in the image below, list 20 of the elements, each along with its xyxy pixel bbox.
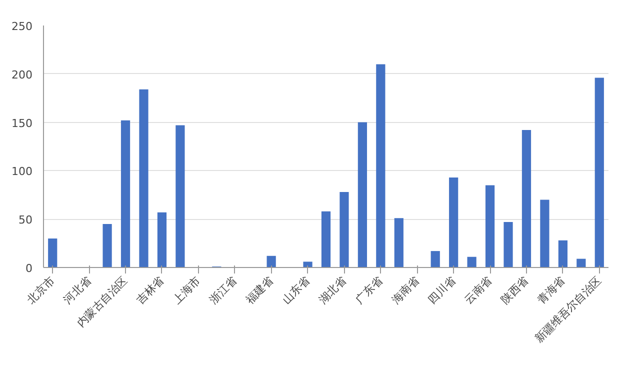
y-tick-label: 250 [12,20,33,33]
x-tick-label: 广东省 [352,274,386,306]
x-tick-label: 山东省 [280,274,312,306]
x-tick-label: 云南省 [462,274,495,306]
x-tick-label: 海南省 [389,274,422,306]
x-tick-label: 吉林省 [134,274,167,306]
x-tick-label: 四川省 [426,274,458,306]
x-tick-label: 福建省 [243,274,276,306]
x-tick-label: 湖北省 [316,274,349,306]
x-tick-label: 河北省 [61,274,94,306]
x-tick-label: 北京市 [24,274,58,306]
x-tick-label: 上海市 [170,274,204,306]
x-tick-label: 浙江省 [206,274,240,306]
y-tick-label: 100 [12,165,33,178]
y-tick-label: 200 [12,68,33,82]
x-tick-label: 陕西省 [498,274,532,306]
y-tick-label: 150 [12,116,33,130]
x-tick-label: 青海省 [534,274,568,306]
y-tick-label: 50 [18,214,33,227]
y-tick-label: 0 [26,262,32,275]
